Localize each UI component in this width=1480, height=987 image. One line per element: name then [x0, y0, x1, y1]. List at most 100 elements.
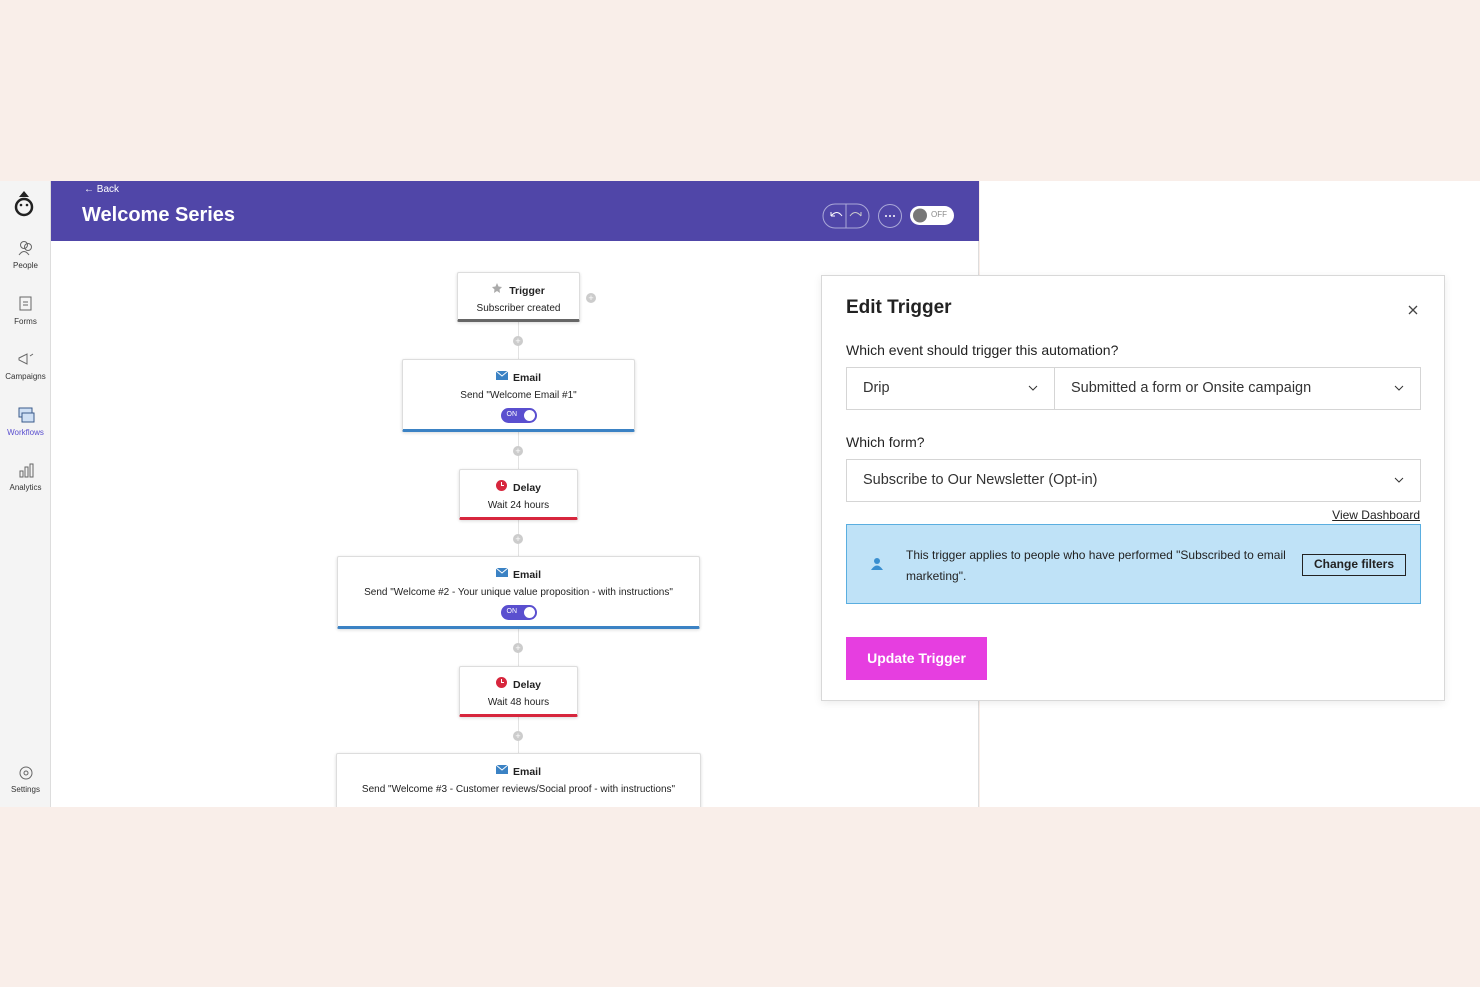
icon [18, 241, 32, 256]
graphic [19, 470, 23, 478]
graphic [492, 283, 503, 293]
graphic [495, 764, 509, 771]
node-type: Email [512, 766, 541, 778]
graphic [830, 212, 843, 217]
graphic [495, 370, 509, 377]
node-toggle[interactable]: ON [500, 408, 537, 423]
add-step[interactable]: + [513, 731, 523, 741]
graphic [18, 353, 27, 365]
select[interactable]: Drip [846, 367, 1055, 410]
workflow-node[interactable]: Delay Wait 24 hours [459, 469, 578, 520]
node-toggle[interactable]: ON [500, 605, 537, 620]
icon [495, 567, 509, 577]
node-header: Email [403, 370, 634, 388]
toggle-knob [523, 607, 535, 618]
graphic [19, 296, 31, 310]
icon [495, 764, 509, 774]
select-value: Drip [863, 380, 890, 396]
node-icon [495, 370, 509, 384]
icon [18, 407, 34, 422]
node-text: Wait 48 hours [487, 697, 550, 708]
question: Which event should trigger this automati… [846, 342, 1119, 358]
add-step[interactable]: + [513, 534, 523, 544]
info-text: This trigger applies to people who have … [906, 548, 1286, 583]
add-step[interactable]: + [513, 643, 523, 653]
person-icon [871, 558, 883, 570]
toggle-label: ON [506, 411, 518, 418]
node-header: Delay [460, 677, 577, 695]
node-text: Wait 24 hours [487, 500, 550, 511]
icon [495, 370, 509, 380]
graphic [18, 251, 29, 256]
header-controls[interactable] [821, 203, 961, 229]
nav-label: Forms [14, 316, 37, 326]
nav-settings[interactable]: Settings [0, 765, 51, 794]
panel-title: Edit Trigger [846, 297, 952, 318]
add-step[interactable]: + [513, 446, 523, 456]
select-value: Subscribe to Our Newsletter (Opt-in) [863, 472, 1098, 488]
nav-item[interactable]: Workflows [0, 406, 51, 437]
node-type: Delay [512, 679, 542, 691]
graphic [29, 353, 33, 357]
nav-item[interactable]: Campaigns [0, 350, 51, 381]
add-step[interactable]: + [513, 336, 523, 346]
change-filters-button[interactable]: Change filters [1302, 554, 1406, 576]
toggle-label: OFF [931, 210, 947, 219]
graphic [893, 215, 895, 217]
back-text: Back [96, 184, 120, 195]
graphic [14, 197, 34, 217]
select[interactable]: Subscribe to Our Newsletter (Opt-in) [846, 459, 1421, 502]
graphic [19, 191, 29, 197]
sidebar: People Forms Campaigns Workflows Analytics S… [0, 181, 51, 807]
back-link[interactable]: ← Back [84, 184, 120, 195]
node-text: Send "Welcome #3 - Customer reviews/Soci… [361, 784, 676, 795]
node-header: Trigger [458, 283, 579, 301]
graphic [23, 770, 28, 776]
graphic [23, 243, 32, 251]
graphic [885, 215, 887, 217]
workflow-node[interactable]: Email Send "Welcome #2 - Your unique valu… [337, 556, 700, 629]
node-type: Email [512, 372, 541, 384]
graphic [21, 412, 34, 422]
graphic [889, 215, 891, 217]
node-text: Send "Welcome Email #1" [460, 390, 577, 401]
node-icon [495, 764, 509, 778]
graphic [19, 241, 28, 249]
update-trigger-button[interactable]: Update Trigger [846, 637, 987, 680]
icon [492, 283, 503, 293]
workflow-node[interactable]: Trigger Subscriber created [457, 272, 580, 322]
node-text: Send "Welcome #2 - Your unique value pro… [364, 587, 673, 598]
nav-item[interactable]: People [0, 239, 51, 270]
nav-label: People [13, 261, 38, 270]
workflow-node[interactable]: Email Send "Welcome Email #1" ON [402, 359, 635, 432]
node-header: Email [338, 567, 699, 585]
workflow-node[interactable]: Delay Wait 48 hours [459, 666, 578, 717]
graphic [1028, 385, 1038, 391]
select-value: Submitted a form or Onsite campaign [1071, 380, 1312, 396]
select[interactable]: Submitted a form or Onsite campaign [1054, 367, 1421, 410]
node-header: Delay [460, 480, 577, 498]
icon [18, 353, 33, 365]
graphic [871, 565, 883, 570]
info-box: This trigger applies to people who have … [846, 524, 1421, 604]
close-button[interactable] [1408, 305, 1418, 315]
question: Which form? [846, 434, 925, 450]
graphic [874, 558, 880, 564]
header: ← Back Welcome Series OFF [51, 181, 979, 241]
nav-item[interactable]: Analytics [0, 461, 51, 492]
node-header: Email [337, 764, 700, 782]
graphic [500, 482, 504, 486]
nav-item[interactable]: Forms [0, 295, 51, 326]
icon [19, 766, 32, 780]
graphic [495, 567, 509, 574]
node-icon [492, 283, 504, 297]
graphic [19, 766, 32, 780]
node-icon [495, 480, 508, 494]
add-branch[interactable]: + [586, 293, 596, 303]
workflow-node[interactable]: Email Send "Welcome #3 - Customer reviews… [336, 753, 701, 807]
chevron [1394, 477, 1404, 483]
view-dashboard-link[interactable]: View Dashboard [1332, 508, 1420, 522]
node-type: Delay [512, 482, 542, 494]
nav-label: Workflows [7, 427, 44, 437]
